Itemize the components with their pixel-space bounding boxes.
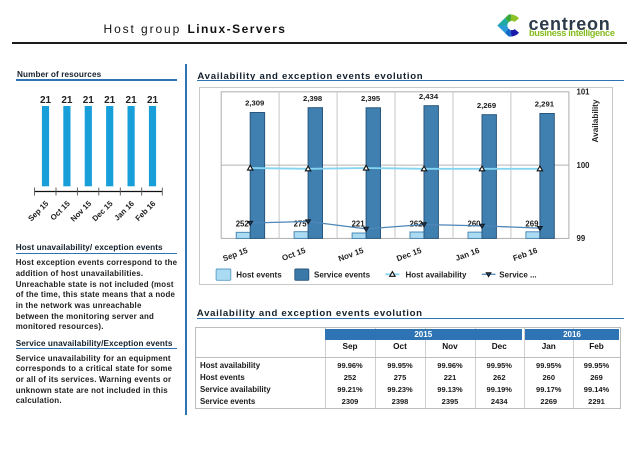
svg-text:Dec 15: Dec 15 — [90, 199, 115, 223]
svg-text:101: 101 — [576, 88, 590, 97]
svg-text:Feb 16: Feb 16 — [134, 199, 158, 223]
svg-text:21: 21 — [104, 95, 116, 106]
svg-text:2,269: 2,269 — [476, 101, 495, 110]
svg-text:21: 21 — [83, 95, 95, 106]
svg-text:Host availability: Host availability — [405, 271, 466, 280]
svg-text:269: 269 — [525, 219, 539, 228]
svg-text:2,395: 2,395 — [360, 94, 380, 103]
svg-text:Oct 15: Oct 15 — [49, 199, 73, 223]
svg-text:262: 262 — [409, 219, 423, 228]
svg-text:100: 100 — [576, 161, 590, 170]
svg-text:99: 99 — [576, 234, 585, 243]
svg-text:260: 260 — [467, 219, 481, 228]
svg-text:2,434: 2,434 — [418, 92, 438, 101]
svg-text:221: 221 — [351, 219, 365, 228]
svg-text:2,309: 2,309 — [245, 99, 264, 108]
svg-text:Service events: Service events — [314, 271, 371, 280]
svg-text:2,291: 2,291 — [534, 100, 554, 109]
svg-text:Jan 16: Jan 16 — [112, 199, 136, 223]
svg-text:Availability: Availability — [591, 99, 600, 142]
svg-text:Host events: Host events — [236, 271, 282, 280]
svg-text:Nov 15: Nov 15 — [69, 199, 94, 223]
svg-text:Sep 15: Sep 15 — [28, 199, 51, 223]
svg-text:275: 275 — [293, 219, 307, 228]
svg-text:Service ...: Service ... — [499, 271, 536, 280]
svg-text:21: 21 — [126, 95, 138, 106]
svg-text:2,398: 2,398 — [302, 94, 322, 103]
svg-text:21: 21 — [61, 95, 73, 106]
svg-text:21: 21 — [40, 95, 52, 106]
svg-text:252: 252 — [235, 219, 249, 228]
svg-text:21: 21 — [147, 95, 159, 106]
